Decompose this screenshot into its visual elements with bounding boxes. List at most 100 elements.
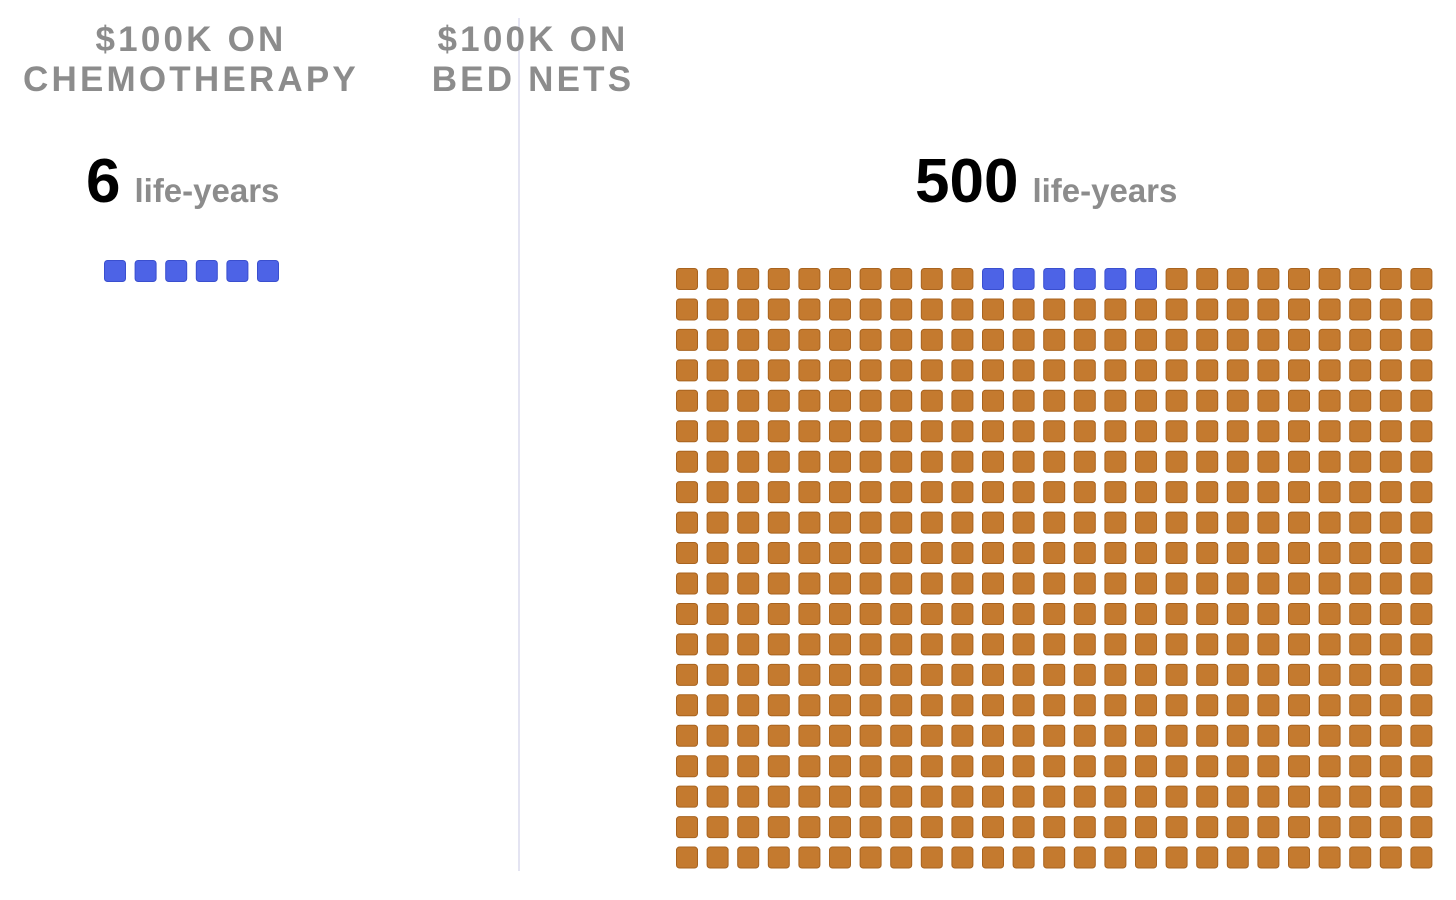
bed-nets-life-year-square [890,328,913,351]
bed-nets-life-year-square [798,450,821,473]
bed-nets-life-year-square [1135,846,1157,869]
bed-nets-life-year-square [676,298,698,321]
chemotherapy-unit: life-years [134,172,280,209]
bed-nets-life-year-square [1288,420,1310,443]
bed-nets-life-year-square [1196,450,1219,473]
bed-nets-life-year-square [1379,450,1402,473]
bed-nets-life-year-square [1073,481,1096,504]
bed-nets-life-year-square [706,694,729,717]
bed-nets-life-year-square [1226,542,1249,565]
bed-nets-unit: life-years [1032,172,1178,209]
bed-nets-life-year-square [737,268,760,290]
bed-nets-life-year-square [1043,816,1066,839]
bed-nets-life-year-square [1226,298,1249,321]
bed-nets-life-year-square [737,481,760,504]
bed-nets-life-year-square [1410,846,1433,869]
bed-nets-life-year-square [1226,663,1249,686]
bed-nets-life-year-square [1196,268,1219,290]
bed-nets-highlight-square [1043,268,1066,290]
bed-nets-life-year-square [1257,633,1280,656]
bed-nets-life-year-square [1073,846,1096,869]
bed-nets-life-year-square [1043,785,1066,808]
bed-nets-life-year-square [767,511,790,534]
chemotherapy-life-year-square [226,260,249,282]
bed-nets-life-year-square [1196,420,1219,443]
bed-nets-life-year-square [920,481,943,504]
bed-nets-life-year-square [920,633,943,656]
bed-nets-life-year-square [737,694,760,717]
bed-nets-life-year-square [1043,755,1066,778]
bed-nets-life-year-square [1165,633,1188,656]
bed-nets-life-year-square [920,755,943,778]
bed-nets-life-year-square [1349,663,1372,686]
bed-nets-life-year-square [1043,724,1066,747]
bed-nets-life-year-square [1043,511,1066,534]
bed-nets-life-year-square [920,816,943,839]
bed-nets-life-year-square [829,328,851,351]
bed-nets-life-year-square [920,328,943,351]
bed-nets-life-year-square [767,694,790,717]
bed-nets-life-year-square [1410,816,1433,839]
bed-nets-life-year-square [829,724,851,747]
bed-nets-life-year-square [1288,511,1310,534]
bed-nets-life-year-square [1379,328,1402,351]
bed-nets-life-year-square [951,359,974,382]
bed-nets-life-year-square [1012,511,1035,534]
bed-nets-life-year-square [1012,816,1035,839]
bed-nets-life-year-square [890,602,913,625]
chemotherapy-life-year-square [165,260,188,282]
bed-nets-life-year-square [859,511,882,534]
bed-nets-life-year-square [706,268,729,290]
bed-nets-life-year-square [1410,633,1433,656]
bed-nets-life-year-square [676,572,698,595]
bed-nets-life-year-square [706,481,729,504]
bed-nets-highlight-square [982,268,1004,290]
bed-nets-life-year-square [1135,694,1157,717]
bed-nets-life-year-square [890,816,913,839]
bed-nets-life-year-square [737,846,760,869]
bed-nets-life-year-square [767,572,790,595]
bed-nets-life-year-square [798,420,821,443]
bed-nets-life-year-square [1165,663,1188,686]
bed-nets-life-year-square [951,389,974,412]
bed-nets-life-year-square [920,298,943,321]
bed-nets-life-year-square [767,359,790,382]
bed-nets-life-year-square [1410,663,1433,686]
bed-nets-life-year-square [676,755,698,778]
bed-nets-life-year-square [1012,420,1035,443]
bed-nets-life-year-square [1135,450,1157,473]
bed-nets-title-line1: $100K ON [437,20,629,59]
bed-nets-life-year-square [982,663,1004,686]
bed-nets-life-year-square [1104,389,1127,412]
bed-nets-life-year-square [951,298,974,321]
bed-nets-life-year-square [890,724,913,747]
bed-nets-life-year-square [798,633,821,656]
bed-nets-life-year-square [920,572,943,595]
bed-nets-life-year-square [1257,724,1280,747]
bed-nets-life-year-square [1104,542,1127,565]
bed-nets-life-year-square [829,846,851,869]
bed-nets-life-year-square [1073,328,1096,351]
bed-nets-life-year-square [829,785,851,808]
bed-nets-life-year-square [859,328,882,351]
bed-nets-life-year-square [1196,785,1219,808]
bed-nets-life-year-square [1349,542,1372,565]
bed-nets-life-year-square [1257,328,1280,351]
bed-nets-life-year-square [920,663,943,686]
bed-nets-life-year-square [1379,420,1402,443]
bed-nets-life-year-square [1257,268,1280,290]
bed-nets-life-year-square [890,298,913,321]
bed-nets-life-year-square [1379,602,1402,625]
bed-nets-life-year-square [737,359,760,382]
bed-nets-life-year-square [1104,785,1127,808]
bed-nets-life-year-square [1318,602,1341,625]
bed-nets-life-year-square [1135,785,1157,808]
bed-nets-life-year-square [1349,389,1372,412]
bed-nets-life-year-square [1318,481,1341,504]
bed-nets-life-year-square [1073,633,1096,656]
bed-nets-life-year-square [767,481,790,504]
bed-nets-life-year-square [1135,298,1157,321]
bed-nets-life-year-square [1379,846,1402,869]
bed-nets-life-year-square [982,755,1004,778]
bed-nets-life-year-square [951,694,974,717]
